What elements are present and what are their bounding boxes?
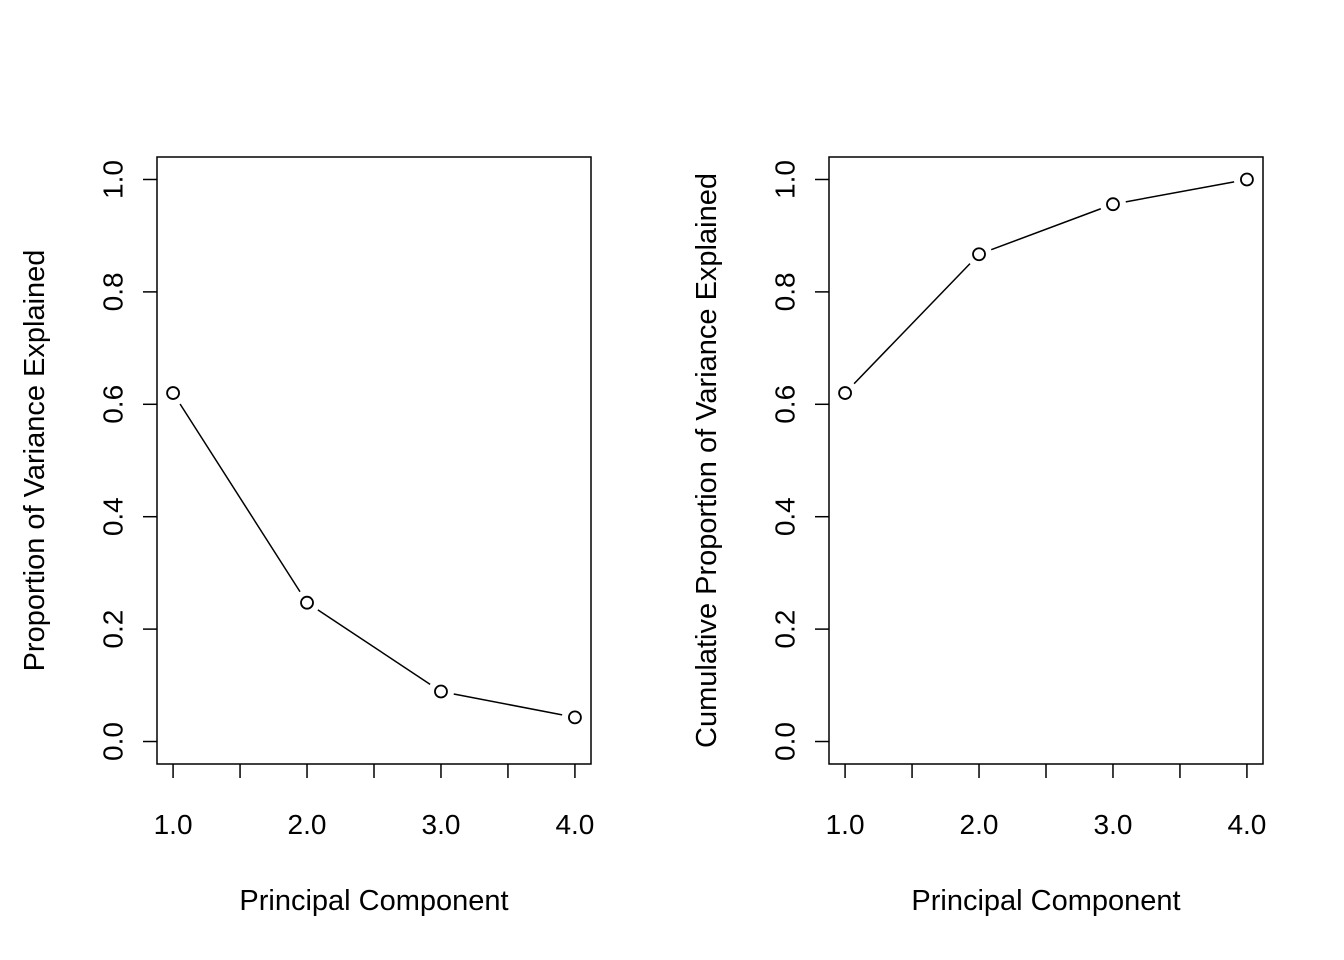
data-point bbox=[1106, 197, 1120, 212]
x-tick-label: 4.0 bbox=[1227, 809, 1266, 840]
y-axis-title: Cumulative Proportion of Variance Explai… bbox=[691, 173, 723, 748]
x-tick-label: 3.0 bbox=[422, 809, 461, 840]
data-point bbox=[166, 386, 180, 400]
y-tick-label: 0.2 bbox=[98, 610, 129, 649]
x-axis-title: Principal Component bbox=[239, 885, 508, 917]
x-tick-label: 1.0 bbox=[154, 809, 193, 840]
series-line-segment bbox=[853, 263, 971, 385]
series-line-segment bbox=[179, 403, 301, 593]
data-point bbox=[300, 595, 314, 610]
y-tick-label: 0.8 bbox=[770, 272, 801, 311]
data-point bbox=[838, 386, 852, 400]
series-line-segment bbox=[1125, 181, 1235, 203]
series-line-segment bbox=[990, 208, 1102, 251]
x-tick-label: 2.0 bbox=[960, 809, 999, 840]
y-tick-label: 1.0 bbox=[770, 160, 801, 199]
y-tick-label: 0.8 bbox=[98, 272, 129, 311]
x-tick-label: 3.0 bbox=[1094, 809, 1133, 840]
y-tick-label: 0.4 bbox=[770, 497, 801, 536]
y-tick-label: 0.2 bbox=[770, 610, 801, 649]
x-axis-title: Principal Component bbox=[911, 885, 1180, 917]
x-tick-label: 4.0 bbox=[555, 809, 594, 840]
y-axis-title: Proportion of Variance Explained bbox=[19, 250, 51, 672]
x-tick-label: 2.0 bbox=[288, 809, 327, 840]
y-tick-label: 0.6 bbox=[770, 385, 801, 424]
data-point bbox=[1240, 172, 1254, 187]
y-tick-label: 0.4 bbox=[98, 497, 129, 536]
plot-frame bbox=[828, 156, 1264, 765]
chart-panel-2: 0.0 0.2 0.4 0.6 0.8 1.0 1.0 2.0 3.0 4.0 Principal … bbox=[691, 156, 1266, 917]
x-tick-label: 1.0 bbox=[826, 809, 865, 840]
y-tick-label: 0.0 bbox=[770, 722, 801, 761]
series-line-segment bbox=[453, 693, 563, 716]
data-point bbox=[568, 710, 582, 725]
plot-frame bbox=[156, 156, 592, 765]
data-point bbox=[434, 684, 448, 699]
chart-panel-1: 0.0 0.2 0.4 0.6 0.8 1.0 1.0 2.0 3.0 4.0 Principal … bbox=[19, 156, 594, 917]
data-point bbox=[972, 247, 986, 262]
y-tick-label: 1.0 bbox=[98, 160, 129, 199]
y-tick-label: 0.0 bbox=[98, 722, 129, 761]
y-tick-label: 0.6 bbox=[98, 385, 129, 424]
series-line-segment bbox=[317, 609, 431, 685]
